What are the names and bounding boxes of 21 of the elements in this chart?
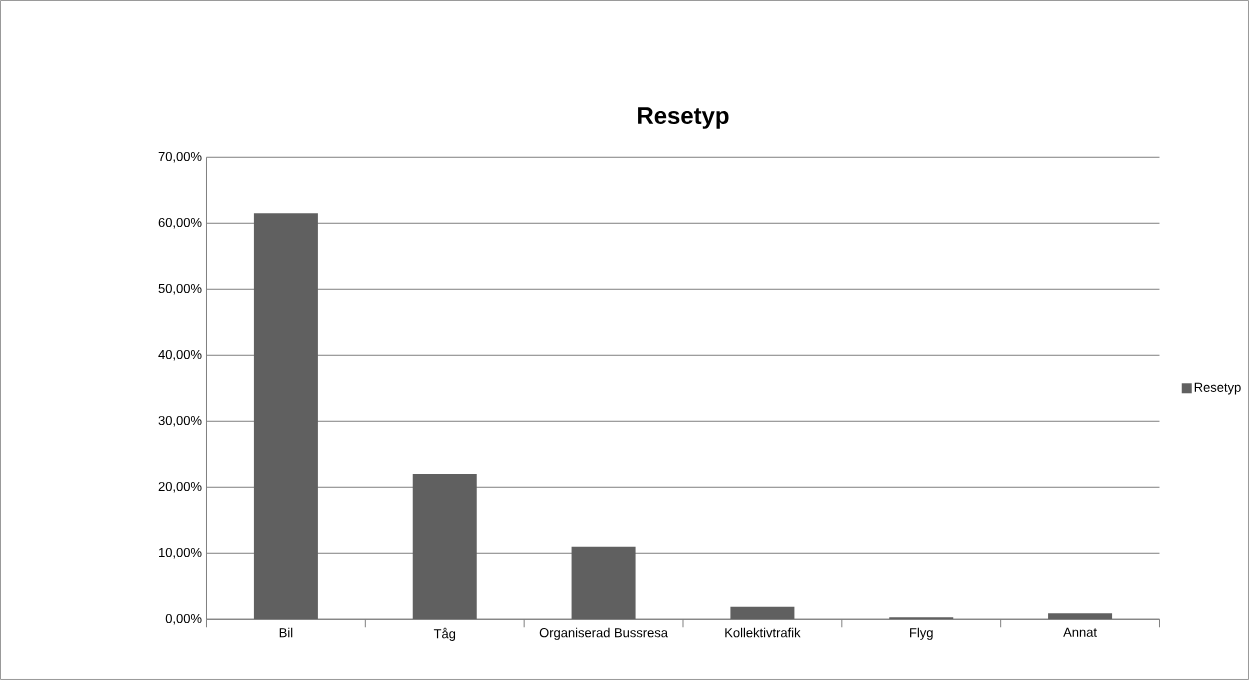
x-tick-label: Organiserad Bussresa xyxy=(539,627,668,640)
y-tick-label: 0,00% xyxy=(165,613,202,625)
y-tick-label: 50,00% xyxy=(158,283,202,295)
bar xyxy=(730,606,795,620)
y-tick-label: 20,00% xyxy=(158,481,202,493)
y-tick-label: 70,00% xyxy=(158,151,202,163)
bar xyxy=(412,474,477,620)
x-tick-label: Tåg xyxy=(433,627,456,641)
bar xyxy=(571,546,636,620)
y-tick-label: 40,00% xyxy=(158,349,202,361)
y-tick-label: 30,00% xyxy=(158,415,202,427)
x-tick-label: Kollektivtrafik xyxy=(725,627,801,638)
chart-title: Resetyp xyxy=(638,107,729,129)
y-tick-label: 60,00% xyxy=(158,217,202,229)
bar xyxy=(253,213,318,620)
legend-label: Resetyp xyxy=(1194,382,1241,395)
y-tick-label: 10,00% xyxy=(159,547,202,559)
x-tick-label: Bil xyxy=(279,627,293,638)
x-tick-label: Annat xyxy=(1063,627,1097,637)
bar xyxy=(1048,613,1113,620)
x-tick-label: Flyg xyxy=(910,627,933,640)
